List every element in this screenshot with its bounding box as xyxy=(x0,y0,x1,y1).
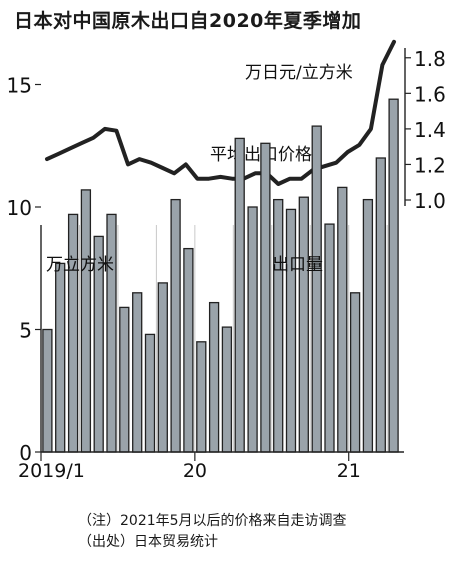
volume-bar xyxy=(375,157,386,453)
volume-bar xyxy=(362,198,374,453)
volume-bar xyxy=(183,247,194,453)
volume-bar xyxy=(157,282,168,453)
volume-bar xyxy=(170,198,181,453)
price-y-tick-label: 1.2 xyxy=(414,153,446,177)
volume-bar xyxy=(144,333,156,453)
volume-bar xyxy=(221,326,233,453)
chart-title: 日本对中国原木出口自2020年夏季增加 xyxy=(14,10,362,32)
volume-series-label: 出口量 xyxy=(272,255,323,275)
volume-bar xyxy=(234,137,245,453)
volume-bar xyxy=(196,341,207,453)
volume-bar xyxy=(132,292,143,453)
price-y-tick-label: 1.6 xyxy=(414,82,446,106)
volume-bar xyxy=(285,208,297,453)
volume-bar xyxy=(311,125,322,453)
volume-bar xyxy=(208,301,220,453)
volume-bar xyxy=(106,213,117,453)
volume-y-tick-label: 10 xyxy=(7,196,32,220)
volume-bar xyxy=(67,213,79,453)
volume-y-tick-label: 15 xyxy=(7,74,32,98)
volume-bar xyxy=(247,206,258,453)
volume-bar xyxy=(349,292,361,453)
volume-bar xyxy=(260,142,271,453)
price-y-tick-label: 1.0 xyxy=(414,189,446,213)
volume-x-tick-label: 20 xyxy=(183,460,207,482)
volume-y-tick-label: 0 xyxy=(19,441,32,465)
footnote-source-price: （注）2021年5月以后的价格来自走访调查 xyxy=(78,513,347,529)
volume-bar xyxy=(388,98,399,453)
volume-bar xyxy=(337,186,348,453)
volume-unit-label: 万立方米 xyxy=(46,255,114,275)
volume-bar xyxy=(324,223,335,453)
volume-y-tick-label: 5 xyxy=(19,319,32,343)
price-y-tick-label: 1.8 xyxy=(414,47,446,71)
volume-bar xyxy=(298,196,309,453)
volume-x-tick-label: 21 xyxy=(337,460,361,482)
volume-bar-chart: 0 5 10 15 2019/1 20 21 万立方米 出口量 xyxy=(7,74,404,482)
volume-bar xyxy=(273,198,284,453)
price-y-tick-label: 1.4 xyxy=(414,118,446,142)
volume-bar xyxy=(80,189,92,453)
price-unit-label: 万日元/立方米 xyxy=(245,63,353,83)
volume-x-tick-label: 2019/1 xyxy=(18,460,85,482)
volume-bar xyxy=(42,328,53,453)
price-series-line xyxy=(45,39,396,186)
footnote-source-data: （出处）日本贸易统计 xyxy=(78,534,218,550)
volume-bar xyxy=(119,306,130,453)
volume-bar xyxy=(55,262,66,453)
